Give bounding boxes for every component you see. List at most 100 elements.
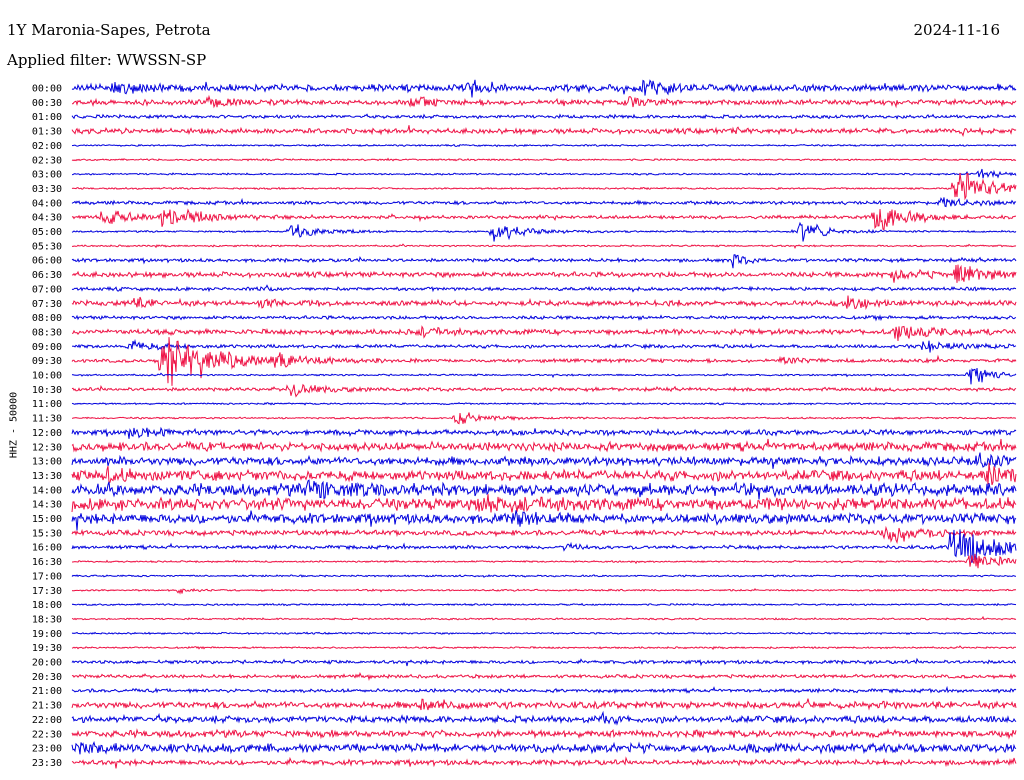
trace-row-0630	[71, 264, 1017, 283]
trace-row-1330	[71, 462, 1017, 486]
trace-row-0700	[71, 284, 1017, 293]
row-time-label: 07:00	[32, 284, 62, 295]
row-time-label: 20:00	[32, 658, 62, 669]
trace-row-1900	[71, 631, 1017, 636]
row-time-label: 13:00	[32, 457, 62, 468]
row-time-label: 02:00	[32, 141, 62, 152]
trace-row-2030	[71, 672, 1017, 681]
row-time-label: 07:30	[32, 299, 62, 310]
row-time-label: 00:00	[32, 84, 62, 95]
row-time-label: 04:30	[32, 213, 62, 224]
trace-row-0100	[71, 113, 1017, 120]
row-time-label: 09:00	[32, 342, 62, 353]
row-time-label: 08:30	[32, 327, 62, 338]
trace-row-0400	[71, 197, 1017, 208]
row-time-label: 05:30	[32, 241, 62, 252]
trace-row-1830	[71, 615, 1017, 621]
row-time-label: 01:00	[32, 112, 62, 123]
trace-row-1200	[71, 426, 1017, 439]
row-time-label: 23:30	[32, 758, 62, 769]
trace-row-1930	[71, 645, 1017, 651]
trace-row-1630	[72, 553, 1017, 569]
row-time-label: 08:00	[32, 313, 62, 324]
trace-row-0230	[71, 157, 1017, 162]
row-time-label: 23:00	[32, 744, 62, 755]
trace-row-0600	[71, 254, 1017, 269]
trace-row-1400	[71, 479, 1017, 500]
trace-row-1800	[71, 602, 1017, 607]
trace-row-0200	[71, 143, 1017, 148]
row-time-label: 12:30	[32, 442, 62, 453]
row-time-label: 14:00	[32, 485, 62, 496]
row-time-label: 22:30	[32, 729, 62, 740]
trace-row-2130	[71, 698, 1017, 711]
trace-row-0730	[71, 295, 1017, 311]
row-time-label: 09:30	[32, 356, 62, 367]
trace-row-0000	[71, 79, 1017, 98]
trace-row-1300	[71, 452, 1017, 469]
row-time-label: 18:00	[32, 600, 62, 611]
row-time-label: 00:30	[32, 98, 62, 109]
row-time-label: 02:30	[32, 155, 62, 166]
trace-row-0300	[72, 168, 1017, 179]
traces	[71, 79, 1017, 769]
trace-row-0330	[71, 172, 1017, 201]
filter-label: Applied filter: WWSSN-SP	[7, 51, 207, 69]
row-time-label: 15:30	[32, 528, 62, 539]
trace-row-0930	[71, 337, 1017, 386]
row-time-label: 11:30	[32, 414, 62, 425]
row-time-label: 06:00	[32, 256, 62, 267]
trace-row-0900	[71, 338, 1017, 353]
trace-row-2100	[71, 685, 1017, 694]
trace-row-2000	[71, 657, 1017, 667]
trace-row-2300	[71, 740, 1017, 755]
row-time-label: 06:30	[32, 270, 62, 281]
station-title: 1Y Maronia-Sapes, Petrota	[7, 21, 211, 39]
trace-row-1730	[71, 587, 1017, 595]
row-time-label: 10:30	[32, 385, 62, 396]
row-time-label: 01:30	[32, 127, 62, 138]
plot-date: 2024-11-16	[913, 21, 1000, 39]
trace-row-2330	[71, 756, 1017, 769]
row-time-label: 17:00	[32, 571, 62, 582]
trace-row-1030	[71, 383, 1017, 398]
trace-row-1130	[72, 412, 1016, 425]
row-time-label: 03:30	[32, 184, 62, 195]
row-time-label: 14:30	[32, 500, 62, 511]
row-time-label: 18:30	[32, 614, 62, 625]
trace-row-1000	[71, 367, 1017, 385]
trace-row-2230	[71, 728, 1017, 740]
row-time-label: 19:00	[32, 629, 62, 640]
trace-row-1100	[71, 402, 1017, 406]
row-time-label: 15:00	[32, 514, 62, 525]
trace-row-1530	[71, 525, 1017, 544]
row-time-label: 21:30	[32, 701, 62, 712]
trace-row-1700	[71, 574, 1016, 578]
row-time-label: 13:30	[32, 471, 62, 482]
row-time-label: 12:00	[32, 428, 62, 439]
row-time-label: 05:00	[32, 227, 62, 238]
row-time-label: 10:00	[32, 371, 62, 382]
trace-row-0800	[71, 314, 1017, 322]
row-time-label: 04:00	[32, 198, 62, 209]
trace-row-1500	[71, 510, 1017, 531]
row-time-label: 17:30	[32, 586, 62, 597]
trace-row-1430	[71, 494, 1017, 513]
row-time-label: 21:00	[32, 686, 62, 697]
trace-row-0130	[71, 125, 1017, 138]
row-time-label: 03:00	[32, 170, 62, 181]
row-time-label: 16:30	[32, 557, 62, 568]
trace-row-1230	[71, 438, 1017, 453]
row-time-label: 20:30	[32, 672, 62, 683]
trace-row-0030	[72, 94, 1017, 109]
row-time-label: 11:00	[32, 399, 62, 410]
trace-row-0530	[71, 243, 1017, 249]
time-labels: 00:00 00:30 01:00 01:30 02:00 02:30 03:00 03:30…	[32, 84, 62, 769]
row-time-label: 19:30	[32, 643, 62, 654]
trace-row-0500	[71, 221, 1017, 242]
trace-row-0830	[71, 325, 1017, 342]
trace-row-2200	[71, 710, 1017, 726]
row-time-label: 16:00	[32, 543, 62, 554]
row-time-label: 22:00	[32, 715, 62, 726]
